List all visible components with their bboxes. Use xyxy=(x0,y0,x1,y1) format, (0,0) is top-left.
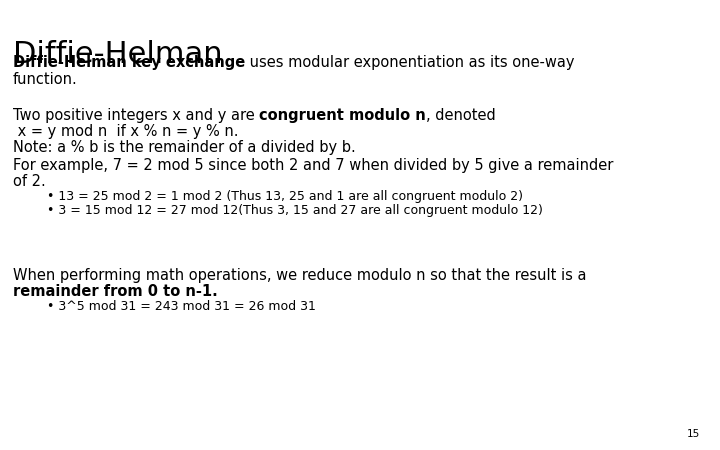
Text: When performing math operations, we reduce modulo n so that the result is a: When performing math operations, we redu… xyxy=(13,268,587,283)
Text: function.: function. xyxy=(13,72,78,87)
Text: of 2.: of 2. xyxy=(13,174,45,189)
Text: uses modular exponentiation as its one-way: uses modular exponentiation as its one-w… xyxy=(246,55,575,70)
Text: Diffie-Helman: Diffie-Helman xyxy=(13,40,222,69)
Text: • 3 = 15 mod 12 = 27 mod 12(Thus 3, 15 and 27 are all congruent modulo 12): • 3 = 15 mod 12 = 27 mod 12(Thus 3, 15 a… xyxy=(47,204,543,217)
Text: • 13 = 25 mod 2 = 1 mod 2 (Thus 13, 25 and 1 are all congruent modulo 2): • 13 = 25 mod 2 = 1 mod 2 (Thus 13, 25 a… xyxy=(47,190,523,203)
Text: remainder from 0 to n-1.: remainder from 0 to n-1. xyxy=(13,284,217,299)
Text: , denoted: , denoted xyxy=(426,108,496,123)
Text: Two positive integers x and y are: Two positive integers x and y are xyxy=(13,108,259,123)
Text: Note: a % b is the remainder of a divided by b.: Note: a % b is the remainder of a divide… xyxy=(13,140,356,155)
Text: x = y mod n  if x % n = y % n.: x = y mod n if x % n = y % n. xyxy=(13,124,238,139)
Text: 15: 15 xyxy=(687,429,700,439)
Text: For example, 7 = 2 mod 5 since both 2 and 7 when divided by 5 give a remainder: For example, 7 = 2 mod 5 since both 2 an… xyxy=(13,158,613,173)
Text: • 3^5 mod 31 = 243 mod 31 = 26 mod 31: • 3^5 mod 31 = 243 mod 31 = 26 mod 31 xyxy=(47,300,315,313)
Text: Diffie-Helman key exchange: Diffie-Helman key exchange xyxy=(13,55,246,70)
Text: congruent modulo n: congruent modulo n xyxy=(259,108,426,123)
